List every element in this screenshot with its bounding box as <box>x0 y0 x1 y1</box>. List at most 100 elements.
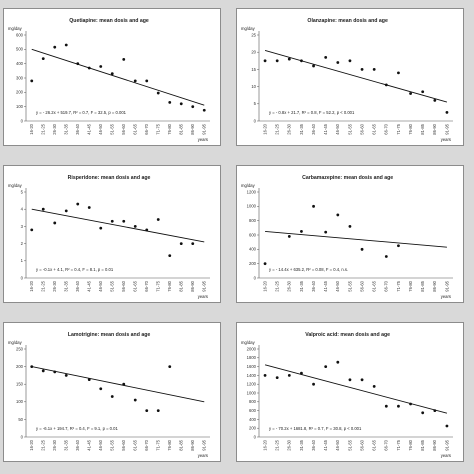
y-tick-label: 800 <box>249 399 257 404</box>
chart-panel-3: Risperidone: mean dosis and age mg/day 0 1 2… <box>3 165 221 303</box>
data-point <box>263 262 267 266</box>
data-point <box>263 374 267 377</box>
regression-annotation: y = - 70.2x + 1681.8, R² = 0.7, F = 30.8… <box>269 426 362 431</box>
y-axis-unit-label: mg/day <box>241 340 256 345</box>
y-tick-label: 2000 <box>247 346 257 351</box>
chart-title: Quetiapine: mean dosis and age <box>69 18 149 24</box>
x-tick-label: 26-30 <box>52 280 57 291</box>
x-tick-label: 81-85 <box>420 123 425 134</box>
data-point <box>433 409 437 412</box>
data-point <box>99 226 103 230</box>
x-tick-label: 21-25 <box>41 123 46 134</box>
x-tick-label: 66-70 <box>384 280 389 291</box>
data-point <box>30 228 34 232</box>
data-point <box>384 83 388 87</box>
x-tick-label: 56-60 <box>121 123 126 134</box>
data-point <box>30 365 34 368</box>
chart-panel-6: Valproic acid: mean dosis and age mg/day 0… <box>236 322 464 462</box>
regression-annotation: y = -0.1x + 4.1, R² = 0.4, F = 8.1, p = … <box>36 267 114 272</box>
data-point <box>360 378 364 382</box>
data-point <box>122 219 126 223</box>
y-tick-label: 0 <box>254 434 257 439</box>
x-tick-label: 66-70 <box>144 439 149 450</box>
y-tick-label: 15 <box>251 67 256 72</box>
y-tick-label: 400 <box>249 247 257 252</box>
data-point <box>348 378 352 382</box>
y-tick-label: 25 <box>251 32 256 37</box>
data-point <box>445 424 449 428</box>
chart-title: Lamotrigine: mean dosis and age <box>68 332 151 338</box>
x-axis-label: years <box>441 137 451 142</box>
x-tick-label: 21-25 <box>41 280 46 291</box>
y-axis-unit-label: mg/day <box>241 26 256 31</box>
y-tick-label: 20 <box>251 50 256 55</box>
regression-annotation: y = - 26.2x + 519.7, R² = 0.7, F = 32.5,… <box>36 110 127 115</box>
data-point <box>202 108 206 112</box>
data-point <box>312 204 315 208</box>
y-tick-label: 1200 <box>247 189 257 194</box>
x-tick-label: 81-85 <box>420 280 425 291</box>
y-tick-label: 1000 <box>247 204 257 209</box>
trend-line <box>31 48 205 106</box>
y-axis-unit-label: mg/day <box>8 183 23 188</box>
x-tick-label: 91-95 <box>444 439 449 450</box>
x-tick-label: 71-75 <box>156 439 161 450</box>
data-point <box>76 62 80 66</box>
data-point <box>348 225 352 228</box>
x-tick-label: 21-25 <box>275 123 280 134</box>
data-point <box>397 404 400 408</box>
data-point <box>360 68 364 71</box>
x-tick-label: 21-25 <box>275 439 280 450</box>
x-axis-label: years <box>441 453 451 458</box>
chart-panel-1: Quetiapine: mean dosis and age mg/day 0 100… <box>3 8 221 146</box>
x-tick-label: 16-20 <box>29 280 34 291</box>
x-tick-label: 31-35 <box>299 123 304 134</box>
x-tick-label: 81-85 <box>179 439 184 450</box>
x-tick-label: 91-95 <box>444 280 449 291</box>
x-tick-label: 56-60 <box>359 280 364 291</box>
x-tick-label: 61-65 <box>133 439 138 450</box>
x-tick-label: 46-50 <box>335 280 340 291</box>
data-point <box>287 374 291 377</box>
data-point <box>76 202 80 206</box>
x-tick-label: 36-40 <box>75 439 80 450</box>
y-tick-label: 4 <box>21 207 24 212</box>
data-point <box>133 225 137 228</box>
chart-panel-2: Olanzapine: mean dosis and age mg/day 0 5 10… <box>236 8 464 146</box>
x-tick-label: 36-40 <box>311 123 316 134</box>
x-tick-label: 76-80 <box>408 439 413 450</box>
x-tick-label: 86-90 <box>432 280 437 291</box>
x-tick-label: 66-70 <box>144 123 149 134</box>
x-tick-label: 86-90 <box>432 123 437 134</box>
data-point <box>168 100 172 104</box>
x-tick-label: 76-80 <box>167 439 172 450</box>
data-point <box>324 365 328 368</box>
y-tick-label: 200 <box>16 90 24 95</box>
x-axis-label: years <box>198 137 208 142</box>
x-tick-label: 86-90 <box>432 439 437 450</box>
x-tick-label: 91-95 <box>444 123 449 134</box>
data-point <box>397 244 400 248</box>
chart-title: Valproic acid: mean dosis and age <box>305 332 390 338</box>
x-tick-label: 26-30 <box>52 439 57 450</box>
x-tick-label: 66-70 <box>144 280 149 291</box>
x-tick-label: 91-95 <box>202 280 207 291</box>
y-tick-label: 5 <box>21 189 24 194</box>
x-tick-label: 91-95 <box>202 439 207 450</box>
x-tick-label: 41-45 <box>323 439 328 450</box>
y-tick-label: 200 <box>16 364 24 369</box>
data-point <box>145 228 149 232</box>
data-point <box>168 365 172 368</box>
x-tick-label: 81-85 <box>179 280 184 291</box>
x-tick-label: 56-60 <box>359 439 364 450</box>
x-tick-label: 21-25 <box>41 439 46 450</box>
data-point <box>275 59 279 63</box>
data-point <box>87 206 91 209</box>
x-tick-label: 16-20 <box>262 439 267 450</box>
y-tick-label: 200 <box>249 426 257 431</box>
x-tick-label: 31-35 <box>299 439 304 450</box>
x-tick-label: 36-40 <box>311 280 316 291</box>
x-tick-label: 41-45 <box>323 123 328 134</box>
y-tick-label: 1200 <box>247 382 257 387</box>
data-point <box>179 242 183 245</box>
